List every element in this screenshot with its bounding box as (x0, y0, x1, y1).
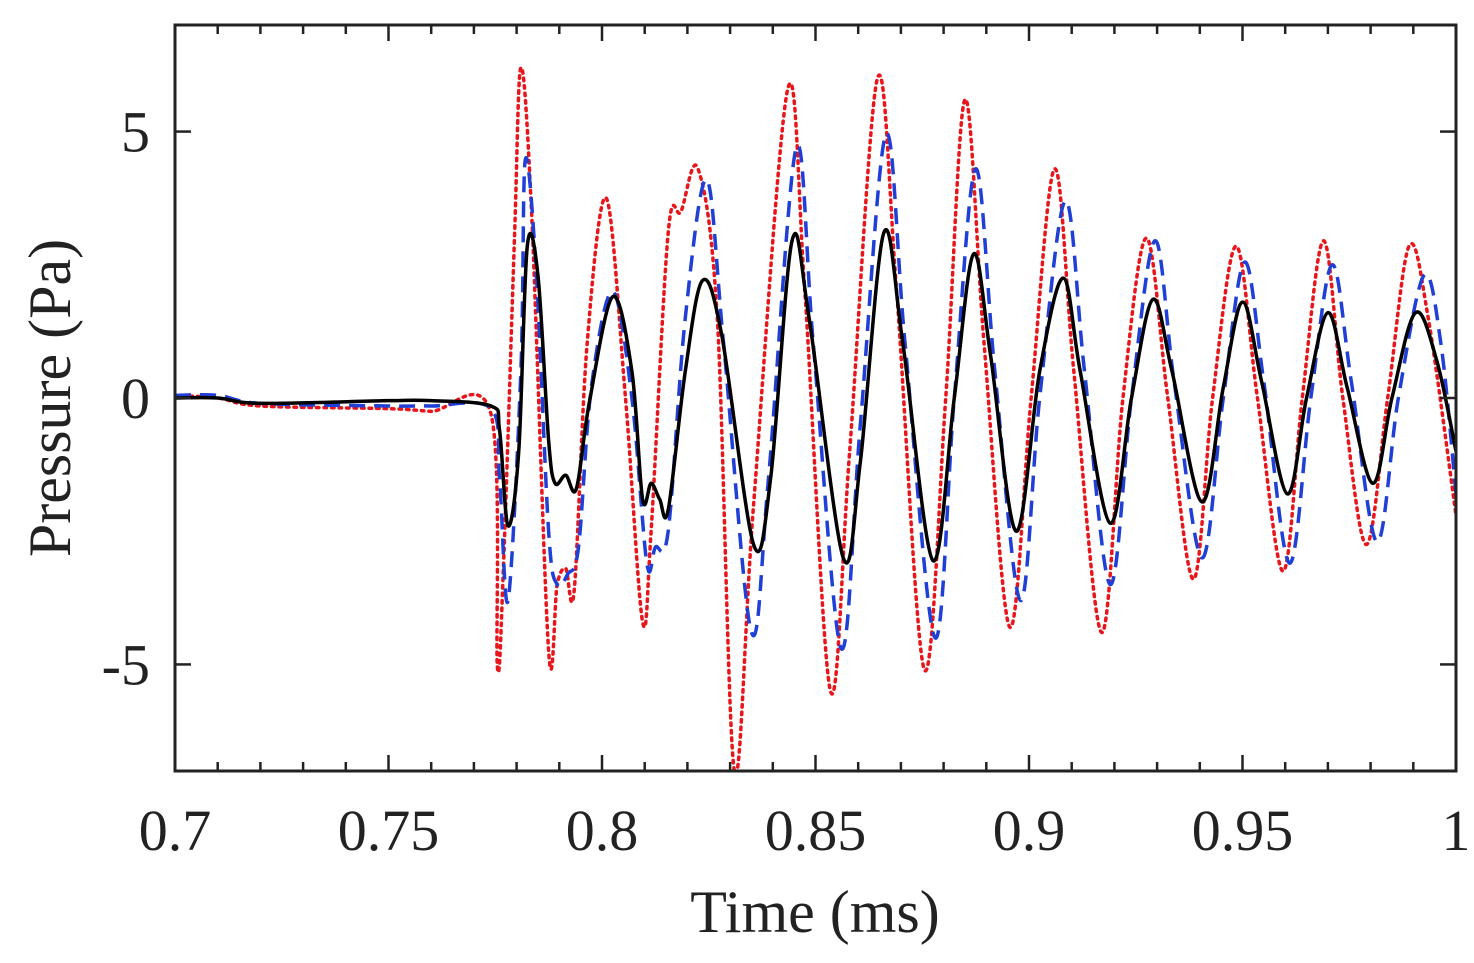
x-tick-label: 0.85 (765, 798, 867, 863)
series-line-solid (175, 228, 1456, 565)
x-axis-label: Time (ms) (690, 879, 940, 945)
x-tick-label: 0.7 (139, 798, 212, 863)
x-tick-label: 0.95 (1192, 798, 1294, 863)
y-tick-labels: -5 0 5 (102, 100, 150, 698)
series-line-dashed (175, 131, 1456, 651)
y-tick-label: 5 (121, 100, 150, 165)
plot-area-background (175, 25, 1456, 771)
x-tick-label: 0.8 (566, 798, 639, 863)
series-line-dotted (175, 65, 1456, 771)
x-tick-labels: 0.7 0.75 0.8 0.85 0.9 0.95 1 (139, 798, 1471, 863)
x-tick-label: 1 (1442, 798, 1471, 863)
y-axis-label: Pressure (Pa) (17, 239, 83, 557)
y-tick-label: -5 (102, 632, 150, 697)
y-tick-label: 0 (121, 366, 150, 431)
series-layer (175, 65, 1456, 771)
plot-frame (173, 23, 1458, 773)
x-tick-label: 0.9 (993, 798, 1066, 863)
x-tick-label: 0.75 (338, 798, 440, 863)
